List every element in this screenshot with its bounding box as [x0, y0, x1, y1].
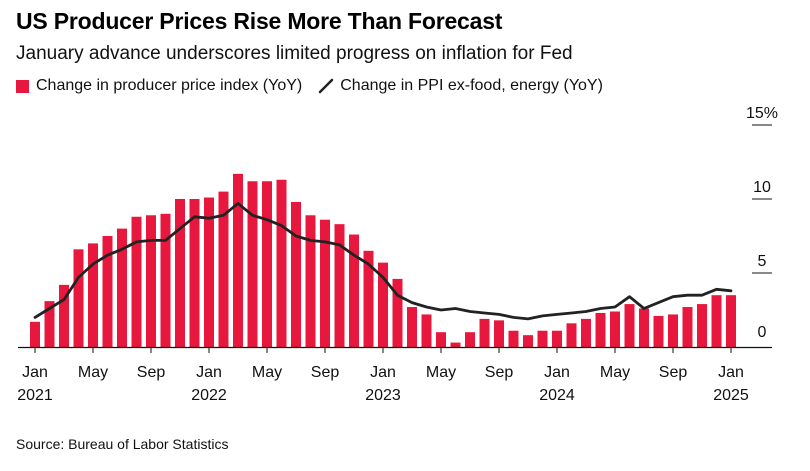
bar: [508, 330, 519, 347]
bar: [59, 284, 69, 347]
bar: [465, 332, 475, 347]
bar: [479, 318, 490, 347]
bar: [320, 219, 330, 347]
bar: [537, 330, 548, 347]
x-tick-month: Sep: [659, 364, 688, 381]
bar: [189, 199, 200, 347]
legend-bar-label: Change in producer price index (YoY): [36, 77, 303, 94]
bar: [610, 311, 620, 347]
bar: [233, 173, 243, 347]
x-tick-month: May: [600, 364, 630, 381]
legend-line-swatch: [318, 78, 334, 94]
bar: [378, 262, 388, 347]
bar: [247, 181, 258, 347]
bar: [175, 199, 185, 347]
bar: [305, 215, 316, 347]
x-tick-month: Sep: [311, 364, 340, 381]
bar: [349, 234, 359, 347]
core-ppi-line: [33, 201, 733, 321]
x-tick-month: Jan: [196, 364, 222, 381]
bar: [639, 308, 649, 347]
bar: [566, 323, 577, 347]
x-tick-year: 2023: [365, 387, 401, 404]
bar: [334, 224, 345, 347]
bar: [218, 191, 229, 347]
chart-title: US Producer Prices Rise More Than Foreca…: [16, 8, 503, 34]
x-tick-month: Sep: [485, 364, 514, 381]
bar: [392, 278, 403, 347]
x-tick-month: May: [78, 364, 108, 381]
x-tick-month: May: [426, 364, 456, 381]
bar: [421, 314, 432, 347]
x-tick-month: Jan: [544, 364, 570, 381]
chart-subtitle: January advance underscores limited prog…: [16, 43, 573, 64]
x-tick-year: 2021: [17, 387, 53, 404]
bar: [363, 250, 374, 347]
legend-line-label: Change in PPI ex-food, energy (YoY): [340, 77, 603, 94]
bar: [494, 320, 504, 347]
bar: [291, 201, 301, 347]
x-tick-month: Jan: [22, 364, 48, 381]
x-tick-month: Sep: [137, 364, 166, 381]
y-tick-label: 0: [758, 324, 767, 341]
bar: [523, 335, 533, 347]
bar: [204, 197, 214, 347]
bar: [30, 321, 40, 347]
bar: [88, 243, 98, 347]
x-tick-month: May: [252, 364, 282, 381]
bar: [450, 342, 461, 347]
bar: [102, 236, 113, 347]
bar: [44, 301, 55, 347]
bar: [697, 304, 707, 347]
bar: [581, 318, 591, 347]
source-note: Source: Bureau of Labor Statistics: [16, 436, 229, 452]
x-tick-year: 2024: [539, 387, 575, 404]
legend-bar-swatch: [16, 79, 29, 93]
bar: [653, 315, 664, 347]
bar: [117, 228, 127, 347]
bar: [160, 213, 171, 347]
bar: [552, 330, 562, 347]
bar: [668, 314, 678, 347]
bar: [595, 312, 606, 347]
bar: [682, 307, 693, 347]
y-tick-label: 5: [758, 253, 767, 270]
bar: [262, 181, 272, 347]
x-tick-month: Jan: [370, 364, 396, 381]
bar: [146, 215, 156, 347]
bar: [131, 216, 142, 347]
x-tick-year: 2022: [191, 387, 227, 404]
x-tick-month: Jan: [718, 364, 744, 381]
y-tick-label: 10: [753, 179, 771, 196]
bar: [624, 304, 635, 347]
bar: [73, 249, 84, 347]
bar: [726, 295, 736, 347]
bar: [711, 295, 722, 347]
y-tick-label: 15%: [746, 105, 778, 122]
bar: [436, 332, 446, 347]
x-tick-year: 2025: [713, 387, 749, 404]
bar: [407, 307, 417, 347]
legend: Change in producer price index (YoY) Cha…: [16, 77, 603, 95]
bar: [276, 179, 287, 347]
